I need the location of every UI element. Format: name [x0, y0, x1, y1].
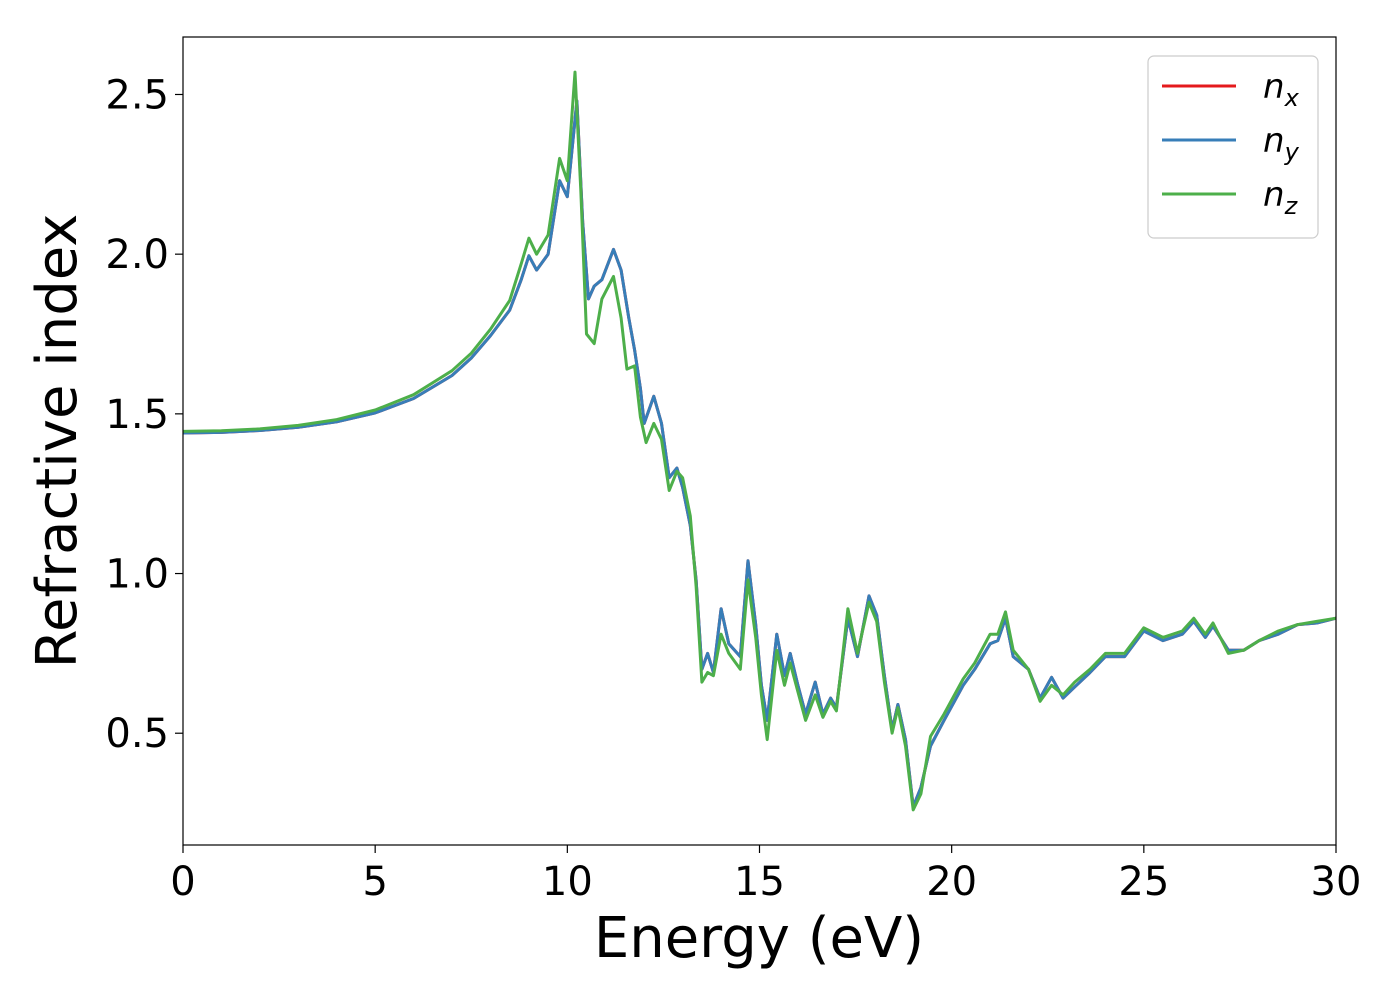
- y-tick-label: 2.5: [105, 72, 169, 118]
- series-line-nz: [183, 70, 1336, 812]
- x-axis: 0 5 10 15 20 25 30: [170, 845, 1361, 905]
- x-tick-label: 15: [734, 859, 785, 905]
- legend: nx ny nz: [1147, 55, 1319, 239]
- y-tick-label: 2.0: [105, 232, 169, 278]
- y-tick-label: 1.0: [105, 552, 169, 598]
- y-tick-label: 0.5: [105, 711, 169, 757]
- series-layer: [183, 70, 1336, 812]
- legend-label-ny: ny: [1263, 121, 1300, 166]
- legend-label-nz: nz: [1263, 175, 1299, 220]
- x-tick-label: 10: [542, 859, 593, 905]
- y-axis-title: Refractive index: [25, 214, 90, 669]
- series-line-ny: [183, 99, 1336, 809]
- x-tick-label: 0: [170, 859, 195, 905]
- y-tick-label: 1.5: [105, 392, 169, 438]
- y-axis: 0.5 1.0 1.5 2.0 2.5: [105, 72, 183, 757]
- legend-label-nx: nx: [1263, 67, 1300, 112]
- x-tick-label: 20: [926, 859, 977, 905]
- x-axis-title: Energy (eV): [594, 906, 924, 971]
- x-tick-label: 5: [362, 859, 387, 905]
- x-tick-label: 30: [1311, 859, 1362, 905]
- x-tick-label: 25: [1118, 859, 1169, 905]
